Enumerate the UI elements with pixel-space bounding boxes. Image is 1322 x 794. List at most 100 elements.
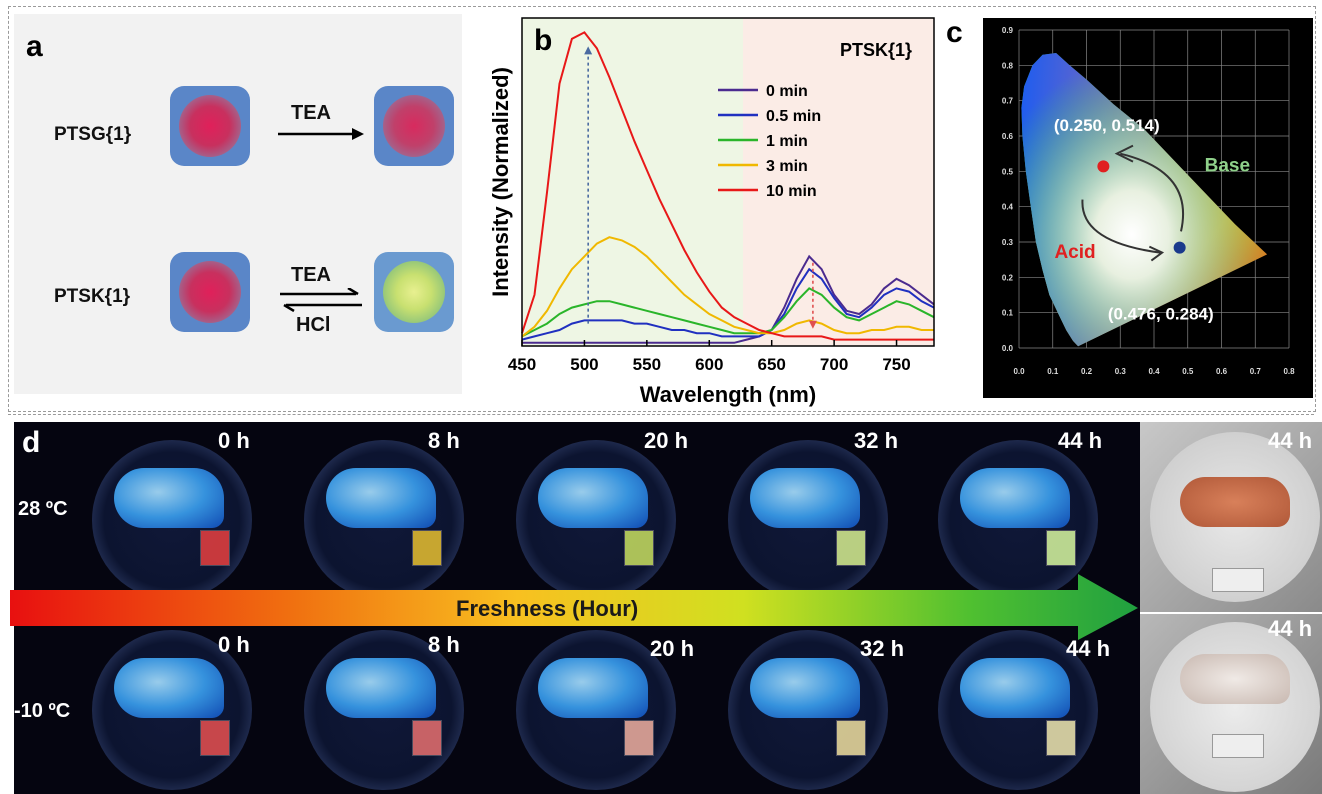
sensor-strip [200, 720, 230, 756]
cie-point-1 [1173, 241, 1186, 254]
shrimp-image [750, 658, 860, 718]
series-line-1 [521, 267, 935, 341]
shrimp-image [960, 658, 1070, 718]
daylight-time-top: 44 h [1268, 428, 1313, 453]
ptsg-after-photo [374, 86, 454, 166]
cie-point1-label: (0.250, 0.514) [1054, 116, 1160, 135]
shrimp-dish-top-1 [304, 440, 464, 600]
shrimp-image [538, 468, 648, 528]
plot-frame [521, 17, 935, 347]
y-axis-label: Intensity (Normalized) [488, 67, 513, 297]
daylight-photo-top [1140, 422, 1322, 612]
emission-spectra-chart: 450 500 550 600 650 700 750 Wavelength (nm) Inte… [488, 17, 935, 407]
cie-y-tick-5: 0.5 [1002, 167, 1014, 176]
shrimp-dish-bottom-0 [92, 630, 252, 790]
panel-c-letter: c [946, 16, 963, 49]
shrimp-dish-bottom-1 [304, 630, 464, 790]
time-label-top-3: 32 h [854, 428, 899, 453]
shrimp-image [326, 468, 436, 528]
freshness-arrow [10, 574, 1138, 640]
cie-y-tick-7: 0.7 [1002, 97, 1014, 106]
x-tick-label-2: 550 [633, 355, 661, 374]
sensor-strip [412, 720, 442, 756]
sample-label-b: PTSK{1} [840, 40, 912, 60]
temp-label-top: 28 ºC [18, 498, 68, 520]
cie-horseshoe-white [1021, 53, 1268, 347]
cie-y-tick-2: 0.2 [1002, 273, 1014, 282]
cie-x-tick-4: 0.4 [1148, 367, 1160, 376]
legend-label-3: 3 min [766, 158, 808, 175]
sensor-strip [836, 530, 866, 566]
sensor-strip [1046, 720, 1076, 756]
time-label-bottom-4: 44 h [1066, 636, 1111, 661]
shrimp-dish-top-0 [92, 440, 252, 600]
cie-y-tick-6: 0.6 [1002, 132, 1014, 141]
up-arrow-head-icon [584, 46, 593, 55]
ptsg-before-photo [170, 86, 250, 166]
ptsk-reverse-reagent: HCl [296, 314, 331, 336]
shrimp-dish-top-4 [938, 440, 1098, 600]
x-axis-label: Wavelength (nm) [640, 382, 816, 407]
cie-x-tick-0: 0.0 [1013, 367, 1025, 376]
reversible-arrow-icon [280, 288, 362, 312]
sensor-strip [836, 720, 866, 756]
shrimp-dish-top-3 [728, 440, 888, 600]
down-arrow-head-icon [808, 320, 817, 329]
acid-curve-arrow [1081, 199, 1161, 254]
panel-b-letter: b [534, 24, 552, 57]
top-panels-border [8, 6, 1316, 412]
series-line-2 [521, 287, 935, 338]
acid-label: Acid [1054, 242, 1095, 263]
ptsk-before-photo [170, 252, 250, 332]
time-label-top-1: 8 h [428, 428, 460, 453]
time-label-top-2: 20 h [644, 428, 689, 453]
daylight-time-bottom: 44 h [1268, 616, 1313, 641]
x-tick-label-5: 700 [820, 355, 848, 374]
time-label-top-0: 0 h [218, 428, 250, 453]
cie-y-tick-8: 0.8 [1002, 61, 1014, 70]
sensor-strip [200, 530, 230, 566]
sample-label-ptsk: PTSK{1} [54, 286, 131, 307]
shrimp-dish-bottom-4 [938, 630, 1098, 790]
temp-label-bottom: -10 ºC [14, 700, 71, 722]
series-line-0 [522, 254, 935, 344]
forward-arrow-icon [278, 128, 364, 140]
cie-y-tick-3: 0.3 [1002, 238, 1014, 247]
series-line-3 [521, 236, 934, 338]
sensor-strip [1046, 530, 1076, 566]
legend-label-1: 0.5 min [766, 108, 821, 125]
sample-label-ptsg: PTSG{1} [54, 124, 132, 145]
panel-d-letter: d [22, 426, 41, 459]
time-label-top-4: 44 h [1058, 428, 1103, 453]
shrimp-image [114, 468, 224, 528]
shrimp-image [326, 658, 436, 718]
acid-arrowhead-icon [1148, 245, 1165, 262]
daylight-photo-bottom [1140, 614, 1322, 794]
shrimp-dish-bottom-3 [728, 630, 888, 790]
legend-label-4: 10 min [766, 183, 817, 200]
sensor-strip [624, 530, 654, 566]
cie-y-tick-1: 0.1 [1002, 309, 1014, 318]
time-label-bottom-3: 32 h [860, 636, 905, 661]
freshness-arrow-label: Freshness (Hour) [456, 596, 639, 621]
cie-x-tick-5: 0.5 [1182, 367, 1194, 376]
legend-label-0: 0 min [766, 83, 808, 100]
x-tick-label-6: 750 [882, 355, 910, 374]
x-tick-label-0: 450 [508, 355, 536, 374]
base-arrowhead-icon [1114, 144, 1134, 163]
ptsk-after-photo [374, 252, 454, 332]
base-label: Base [1205, 155, 1250, 176]
ptsk-forward-reagent: TEA [291, 264, 331, 286]
panel-a: a PTSG{1} TEA PTSK{1} TEA HCl [14, 14, 462, 394]
legend-label-2: 1 min [766, 133, 808, 150]
shrimp-image [750, 468, 860, 528]
cie-x-tick-1: 0.1 [1047, 367, 1059, 376]
cie-y-tick-4: 0.4 [1002, 203, 1014, 212]
shrimp-dish-top-2 [516, 440, 676, 600]
bottom-panel-border [8, 414, 1314, 415]
time-label-bottom-0: 0 h [218, 632, 250, 657]
cie-point-0 [1097, 160, 1110, 173]
x-tick-label-4: 650 [758, 355, 786, 374]
ptsg-reagent-label: TEA [291, 102, 331, 124]
cie-x-tick-3: 0.3 [1115, 367, 1127, 376]
